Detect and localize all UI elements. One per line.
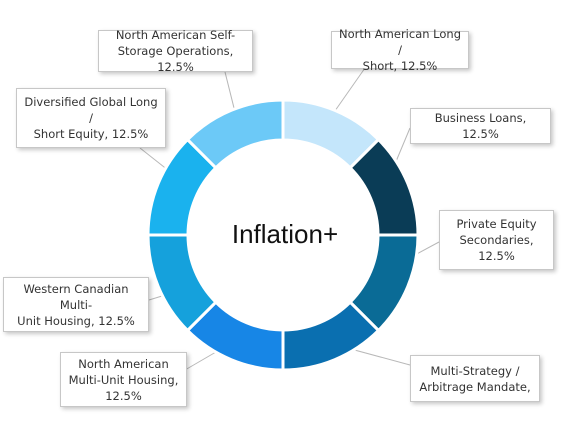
callout-business-loans: Business Loans, 12.5% [410, 108, 551, 144]
callout-text: Arbitrage Mandate, [419, 379, 531, 394]
callout-north-american-self-storage-operations: North American Self- Storage Operations, … [98, 28, 253, 74]
callout-north-american-multi-unit-housing: North American Multi-Unit Housing, 12.5% [60, 352, 187, 407]
callout-text: Short Equity, 12.5% [33, 127, 149, 141]
callout-western-canadian-multi-unit-housing: Western Canadian Multi- Unit Housing, 12.… [3, 277, 149, 332]
callout-text: Secondaries, 12.5% [459, 233, 534, 263]
callout-text: Business Loans, 12.5% [434, 111, 527, 141]
callout-diversified-global-long-short-equity: Diversified Global Long / Short Equity, 1… [16, 88, 166, 148]
center-label: Inflation+ [231, 219, 339, 249]
callout-text: Private Equity [456, 217, 537, 231]
callout-text: Multi-Unit Housing, [68, 372, 179, 387]
callout-text: North American Long / [338, 27, 462, 57]
callout-multi-strategy: Multi-Strategy / Arbitrage Mandate, [410, 355, 540, 402]
donut-slice [185, 98, 285, 170]
callout-text: Short, 12.5% [362, 59, 438, 73]
callout-private-equity-secondaries: Private Equity Secondaries, 12.5% [439, 210, 554, 270]
callout-text: Diversified Global Long / [24, 95, 158, 125]
callout-text: 12.5% [105, 388, 142, 403]
callout-text: North American Self- [115, 28, 236, 42]
callout-north-american-long-short: North American Long / Short, 12.5% [331, 27, 469, 73]
callout-text: Western Canadian Multi- [23, 281, 129, 312]
callout-text: North American [78, 356, 169, 371]
callout-text: Storage Operations, 12.5% [117, 44, 234, 74]
callout-text: Unit Housing, 12.5% [17, 313, 135, 328]
callout-text: Multi-Strategy / [430, 363, 520, 378]
